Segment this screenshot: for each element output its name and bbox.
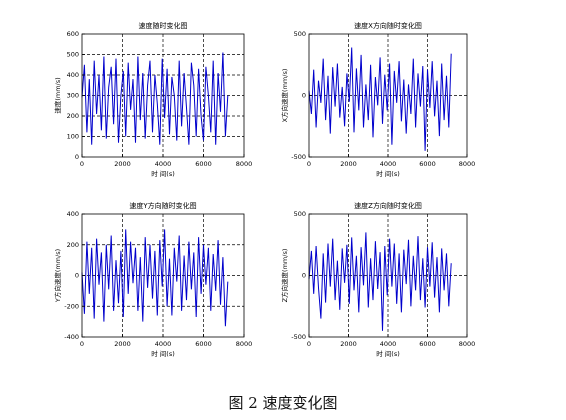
- y-axis-label: Z方向速度(mm/s): [280, 249, 289, 303]
- y-tick-label: 0: [75, 153, 79, 161]
- x-tick-label: 0: [307, 160, 311, 168]
- x-tick-label: 4000: [380, 340, 397, 348]
- y-tick-label: 0: [302, 92, 306, 100]
- x-tick-label: 2000: [340, 340, 357, 348]
- x-tick-label: 8000: [236, 340, 253, 348]
- x-tick-label: 0: [80, 160, 84, 168]
- speed-chart: 0 2000 4000 6000 8000 0 100 200 300 400 500 600 速度随时…: [53, 21, 252, 178]
- y-tick-label: 400: [67, 210, 79, 218]
- chart-title: 速度Z方向随时变化图: [354, 201, 422, 210]
- chart-title: 速度Y方向随时变化图: [129, 201, 196, 210]
- y-tick-label: 200: [67, 112, 79, 120]
- x-tick-label: 6000: [419, 340, 436, 348]
- series-line: [308, 47, 452, 151]
- y-tick-label: -500: [291, 153, 306, 161]
- x-tick-label: 8000: [459, 340, 476, 348]
- x-tick-label: 6000: [195, 340, 212, 348]
- y-tick-label: -500: [291, 333, 306, 341]
- x-axis-label: 时 间(s): [376, 349, 400, 358]
- y-velocity-chart: 0 2000 4000 6000 8000 -400 -200 0 200 400 速度Y方向随时变…: [53, 201, 252, 358]
- y-axis-label: Y方向速度(mm/s): [53, 249, 62, 303]
- x-tick-label: 8000: [459, 160, 476, 168]
- y-axis-label: 速度(mm/s): [53, 77, 62, 113]
- y-tick-label: 500: [67, 51, 79, 59]
- y-axis-label: X方向速度(mm/s): [280, 69, 289, 123]
- x-tick-label: 2000: [340, 160, 357, 168]
- x-axis-label: 时 间(s): [151, 349, 175, 358]
- x-axis-label: 时 间(s): [151, 169, 175, 178]
- series-line: [81, 52, 229, 145]
- y-tick-label: 300: [67, 92, 79, 100]
- y-tick-label: 0: [75, 272, 79, 280]
- y-tick-label: 500: [294, 30, 306, 38]
- y-tick-label: 400: [67, 71, 79, 79]
- x-tick-label: 2000: [114, 340, 131, 348]
- y-tick-label: -200: [64, 302, 79, 310]
- x-tick-label: 4000: [155, 340, 172, 348]
- y-tick-label: 600: [67, 30, 79, 38]
- series-line: [308, 232, 452, 331]
- x-axis-label: 时 间(s): [376, 169, 400, 178]
- x-tick-label: 4000: [380, 160, 397, 168]
- y-tick-label: 0: [302, 272, 306, 280]
- x-tick-label: 6000: [419, 160, 436, 168]
- y-tick-label: 500: [294, 210, 306, 218]
- y-tick-label: 200: [67, 241, 79, 249]
- x-tick-label: 0: [307, 340, 311, 348]
- x-tick-label: 2000: [114, 160, 131, 168]
- figure-caption: 图 2 速度变化图: [228, 394, 338, 412]
- y-tick-label: -400: [64, 333, 79, 341]
- y-tick-label: 100: [67, 133, 79, 141]
- x-tick-label: 0: [80, 340, 84, 348]
- x-tick-label: 6000: [195, 160, 212, 168]
- figure: 0 2000 4000 6000 80000100200300400500600速度随时…: [53, 21, 475, 358]
- x-tick-label: 4000: [155, 160, 172, 168]
- chart-title: 速度随时变化图: [139, 21, 188, 30]
- series-line: [81, 229, 229, 327]
- x-tick-label: 8000: [236, 160, 253, 168]
- chart-title: 速度X方向随时变化图: [354, 21, 422, 30]
